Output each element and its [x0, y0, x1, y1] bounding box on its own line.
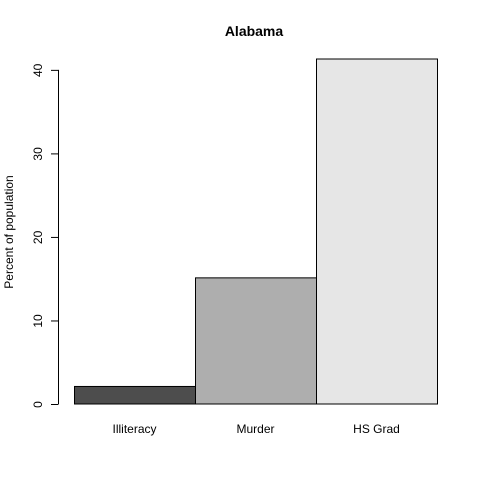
chart-title: Alabama [225, 23, 284, 39]
x-tick-label: HS Grad [353, 422, 400, 436]
bar-hs-grad [316, 58, 438, 405]
y-tick-label: 30 [31, 147, 45, 161]
y-tick-label: 20 [31, 230, 45, 244]
x-tick-label: Murder [236, 422, 274, 436]
y-tick-label: 40 [31, 63, 45, 77]
y-tick-label: 0 [31, 401, 45, 408]
x-tick-label: Illiteracy [112, 422, 156, 436]
y-tick-label: 10 [31, 314, 45, 328]
bars-group [74, 58, 438, 405]
y-axis-label: Percent of population [2, 175, 16, 288]
x-axis-labels: Illiteracy Murder HS Grad [112, 422, 399, 436]
y-axis: 0 10 20 30 40 [31, 63, 59, 408]
bar-murder [195, 277, 317, 405]
bar-illiteracy [74, 385, 196, 405]
